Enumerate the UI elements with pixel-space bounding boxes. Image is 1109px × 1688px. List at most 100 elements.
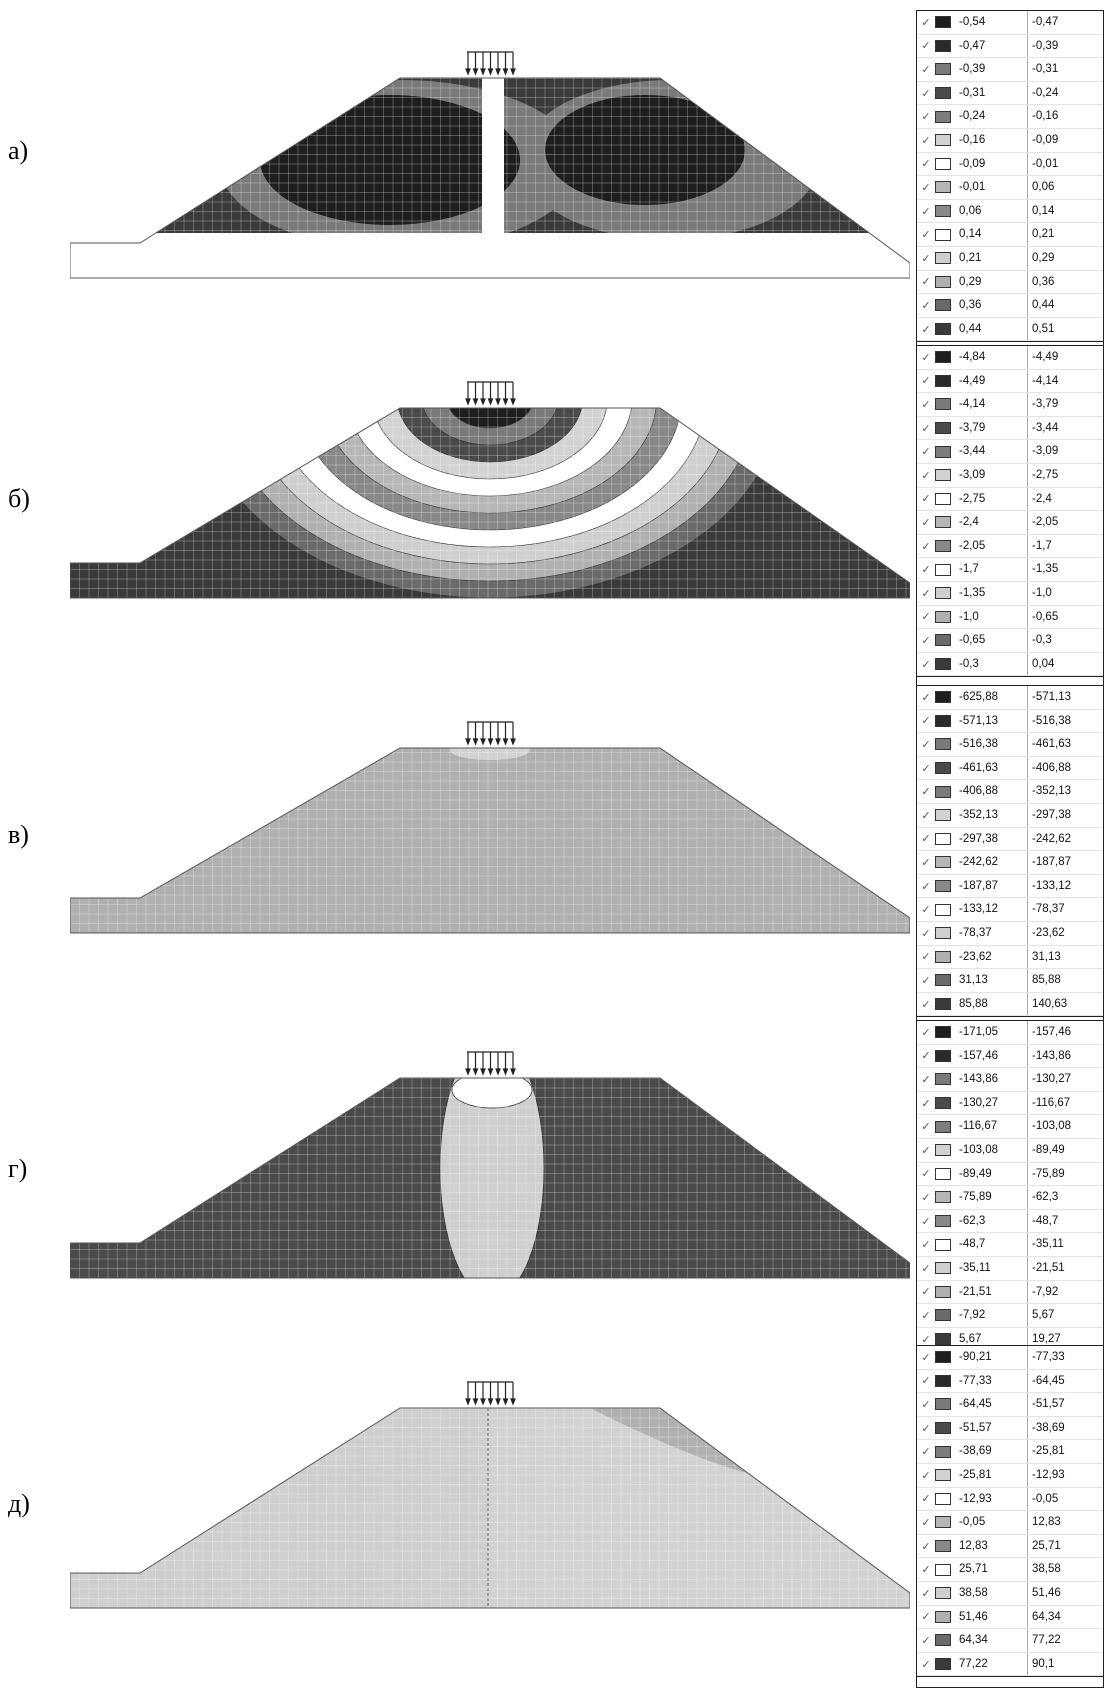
checkbox-icon[interactable]: ✓ bbox=[921, 1121, 931, 1134]
legend-row[interactable]: ✓ 0,06 0,14 bbox=[917, 199, 1103, 224]
checkbox-icon[interactable]: ✓ bbox=[921, 1262, 931, 1275]
checkbox-icon[interactable]: ✓ bbox=[921, 880, 931, 893]
legend-row[interactable]: ✓ -4,14 -3,79 bbox=[917, 393, 1103, 417]
legend-row[interactable]: ✓ -0,01 0,06 bbox=[917, 176, 1103, 200]
legend-row[interactable]: ✓ -2,05 -1,7 bbox=[917, 534, 1103, 559]
checkbox-icon[interactable]: ✓ bbox=[921, 1493, 931, 1506]
checkbox-icon[interactable]: ✓ bbox=[921, 1215, 931, 1228]
checkbox-icon[interactable]: ✓ bbox=[921, 1540, 931, 1553]
checkbox-icon[interactable]: ✓ bbox=[921, 469, 931, 482]
legend-row[interactable]: ✓ -0,47 -0,39 bbox=[917, 34, 1103, 59]
checkbox-icon[interactable]: ✓ bbox=[921, 856, 931, 869]
checkbox-icon[interactable]: ✓ bbox=[921, 181, 931, 194]
legend-row[interactable]: ✓ 0,29 0,36 bbox=[917, 270, 1103, 295]
legend-row[interactable]: ✓ 0,21 0,29 bbox=[917, 246, 1103, 271]
checkbox-icon[interactable]: ✓ bbox=[921, 1351, 931, 1364]
legend-row[interactable]: ✓ -4,84 -4,49 bbox=[917, 346, 1103, 370]
checkbox-icon[interactable]: ✓ bbox=[921, 1658, 931, 1671]
checkbox-icon[interactable]: ✓ bbox=[921, 1375, 931, 1388]
checkbox-icon[interactable]: ✓ bbox=[921, 1073, 931, 1086]
legend-row[interactable]: ✓ -75,89 -62,3 bbox=[917, 1186, 1103, 1210]
checkbox-icon[interactable]: ✓ bbox=[921, 1634, 931, 1647]
checkbox-icon[interactable]: ✓ bbox=[921, 1026, 931, 1039]
checkbox-icon[interactable]: ✓ bbox=[921, 611, 931, 624]
checkbox-icon[interactable]: ✓ bbox=[921, 398, 931, 411]
legend-row[interactable]: ✓ -143,86 -130,27 bbox=[917, 1068, 1103, 1092]
checkbox-icon[interactable]: ✓ bbox=[921, 658, 931, 671]
checkbox-icon[interactable]: ✓ bbox=[921, 833, 931, 846]
legend-row[interactable]: ✓ -0,65 -0,3 bbox=[917, 629, 1103, 653]
legend-row[interactable]: ✓ -352,13 -297,38 bbox=[917, 803, 1103, 828]
checkbox-icon[interactable]: ✓ bbox=[921, 351, 931, 364]
checkbox-icon[interactable]: ✓ bbox=[921, 738, 931, 751]
checkbox-icon[interactable]: ✓ bbox=[921, 1191, 931, 1204]
legend-row[interactable]: ✓ -78,37 -23,62 bbox=[917, 921, 1103, 946]
legend-row[interactable]: ✓ 85,88 140,63 bbox=[917, 992, 1103, 1017]
checkbox-icon[interactable]: ✓ bbox=[921, 299, 931, 312]
checkbox-icon[interactable]: ✓ bbox=[921, 691, 931, 704]
legend-row[interactable]: ✓ -35,11 -21,51 bbox=[917, 1256, 1103, 1281]
legend-row[interactable]: ✓ -48,7 -35,11 bbox=[917, 1233, 1103, 1257]
checkbox-icon[interactable]: ✓ bbox=[921, 63, 931, 76]
legend-row[interactable]: ✓ -3,09 -2,75 bbox=[917, 463, 1103, 488]
legend-row[interactable]: ✓ -2,4 -2,05 bbox=[917, 511, 1103, 535]
checkbox-icon[interactable]: ✓ bbox=[921, 1611, 931, 1624]
legend-row[interactable]: ✓ 0,14 0,21 bbox=[917, 223, 1103, 247]
checkbox-icon[interactable]: ✓ bbox=[921, 1446, 931, 1459]
legend-row[interactable]: ✓ -4,49 -4,14 bbox=[917, 369, 1103, 394]
legend-row[interactable]: ✓ -0,24 -0,16 bbox=[917, 105, 1103, 129]
legend-row[interactable]: ✓ -461,63 -406,88 bbox=[917, 756, 1103, 781]
checkbox-icon[interactable]: ✓ bbox=[921, 1239, 931, 1252]
legend-row[interactable]: ✓ -64,45 -51,57 bbox=[917, 1393, 1103, 1417]
legend-row[interactable]: ✓ -0,54 -0,47 bbox=[917, 11, 1103, 35]
legend-row[interactable]: ✓ -62,3 -48,7 bbox=[917, 1209, 1103, 1234]
checkbox-icon[interactable]: ✓ bbox=[921, 1469, 931, 1482]
checkbox-icon[interactable]: ✓ bbox=[921, 564, 931, 577]
checkbox-icon[interactable]: ✓ bbox=[921, 587, 931, 600]
legend-row[interactable]: ✓ -3,79 -3,44 bbox=[917, 416, 1103, 441]
legend-row[interactable]: ✓ -21,51 -7,92 bbox=[917, 1280, 1103, 1305]
checkbox-icon[interactable]: ✓ bbox=[921, 1333, 931, 1346]
checkbox-icon[interactable]: ✓ bbox=[921, 1144, 931, 1157]
checkbox-icon[interactable]: ✓ bbox=[921, 951, 931, 964]
legend-row[interactable]: ✓ -3,44 -3,09 bbox=[917, 440, 1103, 464]
checkbox-icon[interactable]: ✓ bbox=[921, 252, 931, 265]
legend-row[interactable]: ✓ -1,0 -0,65 bbox=[917, 605, 1103, 630]
legend-row[interactable]: ✓ -133,12 -78,37 bbox=[917, 898, 1103, 922]
legend-row[interactable]: ✓ 38,58 51,46 bbox=[917, 1581, 1103, 1606]
checkbox-icon[interactable]: ✓ bbox=[921, 516, 931, 529]
legend-row[interactable]: ✓ -406,88 -352,13 bbox=[917, 780, 1103, 804]
checkbox-icon[interactable]: ✓ bbox=[921, 1097, 931, 1110]
checkbox-icon[interactable]: ✓ bbox=[921, 1587, 931, 1600]
legend-row[interactable]: ✓ 64,34 77,22 bbox=[917, 1629, 1103, 1653]
legend-row[interactable]: ✓ -0,31 -0,24 bbox=[917, 81, 1103, 106]
legend-row[interactable]: ✓ -0,05 12,83 bbox=[917, 1511, 1103, 1535]
checkbox-icon[interactable]: ✓ bbox=[921, 1422, 931, 1435]
legend-row[interactable]: ✓ -571,13 -516,38 bbox=[917, 709, 1103, 734]
checkbox-icon[interactable]: ✓ bbox=[921, 1516, 931, 1529]
legend-row[interactable]: ✓ -12,93 -0,05 bbox=[917, 1487, 1103, 1512]
legend-row[interactable]: ✓ -23,62 31,13 bbox=[917, 945, 1103, 970]
legend-row[interactable]: ✓ -297,38 -242,62 bbox=[917, 827, 1103, 852]
legend-row[interactable]: ✓ -1,7 -1,35 bbox=[917, 558, 1103, 582]
checkbox-icon[interactable]: ✓ bbox=[921, 229, 931, 242]
checkbox-icon[interactable]: ✓ bbox=[921, 134, 931, 147]
legend-row[interactable]: ✓ -51,57 -38,69 bbox=[917, 1416, 1103, 1441]
checkbox-icon[interactable]: ✓ bbox=[921, 87, 931, 100]
legend-row[interactable]: ✓ 31,13 85,88 bbox=[917, 969, 1103, 993]
checkbox-icon[interactable]: ✓ bbox=[921, 16, 931, 29]
legend-row[interactable]: ✓ -516,38 -461,63 bbox=[917, 733, 1103, 757]
checkbox-icon[interactable]: ✓ bbox=[921, 422, 931, 435]
checkbox-icon[interactable]: ✓ bbox=[921, 1050, 931, 1063]
checkbox-icon[interactable]: ✓ bbox=[921, 904, 931, 917]
checkbox-icon[interactable]: ✓ bbox=[921, 323, 931, 336]
legend-row[interactable]: ✓ -187,87 -133,12 bbox=[917, 874, 1103, 899]
legend-row[interactable]: ✓ 0,44 0,51 bbox=[917, 317, 1103, 342]
legend-row[interactable]: ✓ 25,71 38,58 bbox=[917, 1558, 1103, 1582]
checkbox-icon[interactable]: ✓ bbox=[921, 446, 931, 459]
checkbox-icon[interactable]: ✓ bbox=[921, 1564, 931, 1577]
checkbox-icon[interactable]: ✓ bbox=[921, 786, 931, 799]
checkbox-icon[interactable]: ✓ bbox=[921, 1309, 931, 1322]
legend-row[interactable]: ✓ -116,67 -103,08 bbox=[917, 1115, 1103, 1139]
legend-row[interactable]: ✓ -89,49 -75,89 bbox=[917, 1162, 1103, 1187]
